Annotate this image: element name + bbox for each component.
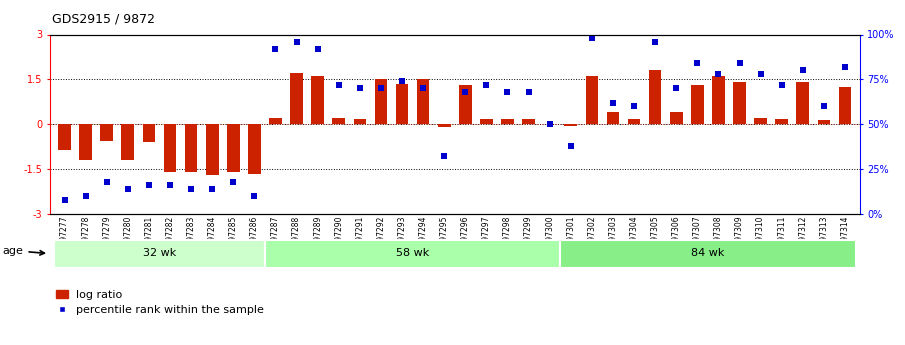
- Point: [775, 82, 789, 88]
- Text: age: age: [3, 246, 44, 256]
- Bar: [839, 87, 852, 124]
- FancyBboxPatch shape: [54, 239, 265, 268]
- Bar: [606, 112, 619, 124]
- Point: [542, 121, 557, 127]
- Point: [184, 186, 198, 191]
- Bar: [375, 79, 387, 124]
- Text: 32 wk: 32 wk: [143, 248, 176, 258]
- Bar: [248, 124, 261, 174]
- Point: [247, 193, 262, 199]
- Point: [669, 86, 683, 91]
- Point: [648, 39, 662, 45]
- Point: [331, 82, 346, 88]
- Bar: [395, 84, 408, 124]
- Point: [500, 89, 515, 95]
- Point: [163, 183, 177, 188]
- Bar: [712, 76, 725, 124]
- Point: [310, 46, 325, 52]
- Point: [205, 186, 219, 191]
- Bar: [100, 124, 113, 141]
- Bar: [459, 85, 472, 124]
- Legend: log ratio, percentile rank within the sample: log ratio, percentile rank within the sa…: [52, 285, 269, 319]
- Bar: [480, 119, 492, 124]
- Bar: [332, 118, 345, 124]
- Point: [142, 183, 157, 188]
- Point: [57, 197, 71, 202]
- Point: [605, 100, 620, 106]
- Bar: [501, 119, 514, 124]
- Point: [521, 89, 536, 95]
- Point: [458, 89, 472, 95]
- Bar: [754, 118, 767, 124]
- Text: 84 wk: 84 wk: [691, 248, 725, 258]
- Point: [290, 39, 304, 45]
- Bar: [121, 124, 134, 160]
- Point: [691, 60, 705, 66]
- Point: [753, 71, 767, 77]
- Point: [100, 179, 114, 184]
- Bar: [776, 119, 788, 124]
- Bar: [586, 76, 598, 124]
- Point: [374, 86, 388, 91]
- Bar: [628, 119, 641, 124]
- Point: [395, 78, 409, 84]
- Point: [795, 68, 810, 73]
- Bar: [817, 120, 830, 124]
- Point: [79, 193, 93, 199]
- Bar: [691, 85, 704, 124]
- Point: [585, 35, 599, 41]
- Bar: [80, 124, 92, 160]
- Bar: [522, 119, 535, 124]
- Point: [353, 86, 367, 91]
- Text: GDS2915 / 9872: GDS2915 / 9872: [52, 12, 155, 25]
- Bar: [417, 79, 430, 124]
- Bar: [796, 82, 809, 124]
- Bar: [58, 124, 71, 150]
- Point: [838, 64, 853, 70]
- FancyBboxPatch shape: [560, 239, 855, 268]
- Point: [120, 186, 135, 191]
- Bar: [227, 124, 240, 172]
- Point: [711, 71, 726, 77]
- Bar: [438, 124, 451, 127]
- Point: [627, 104, 642, 109]
- Point: [268, 46, 282, 52]
- Bar: [649, 70, 662, 124]
- Bar: [670, 112, 682, 124]
- Bar: [565, 124, 577, 126]
- Bar: [291, 73, 303, 124]
- Point: [416, 86, 431, 91]
- Bar: [733, 82, 746, 124]
- Point: [226, 179, 241, 184]
- Bar: [143, 124, 156, 142]
- Point: [437, 154, 452, 159]
- Point: [564, 143, 578, 148]
- FancyBboxPatch shape: [265, 239, 560, 268]
- Bar: [205, 124, 218, 175]
- Point: [732, 60, 747, 66]
- Bar: [354, 119, 367, 124]
- Point: [479, 82, 493, 88]
- Text: 58 wk: 58 wk: [396, 248, 429, 258]
- Bar: [185, 124, 197, 172]
- Point: [816, 104, 831, 109]
- Bar: [269, 118, 281, 124]
- Bar: [311, 76, 324, 124]
- Bar: [164, 124, 176, 172]
